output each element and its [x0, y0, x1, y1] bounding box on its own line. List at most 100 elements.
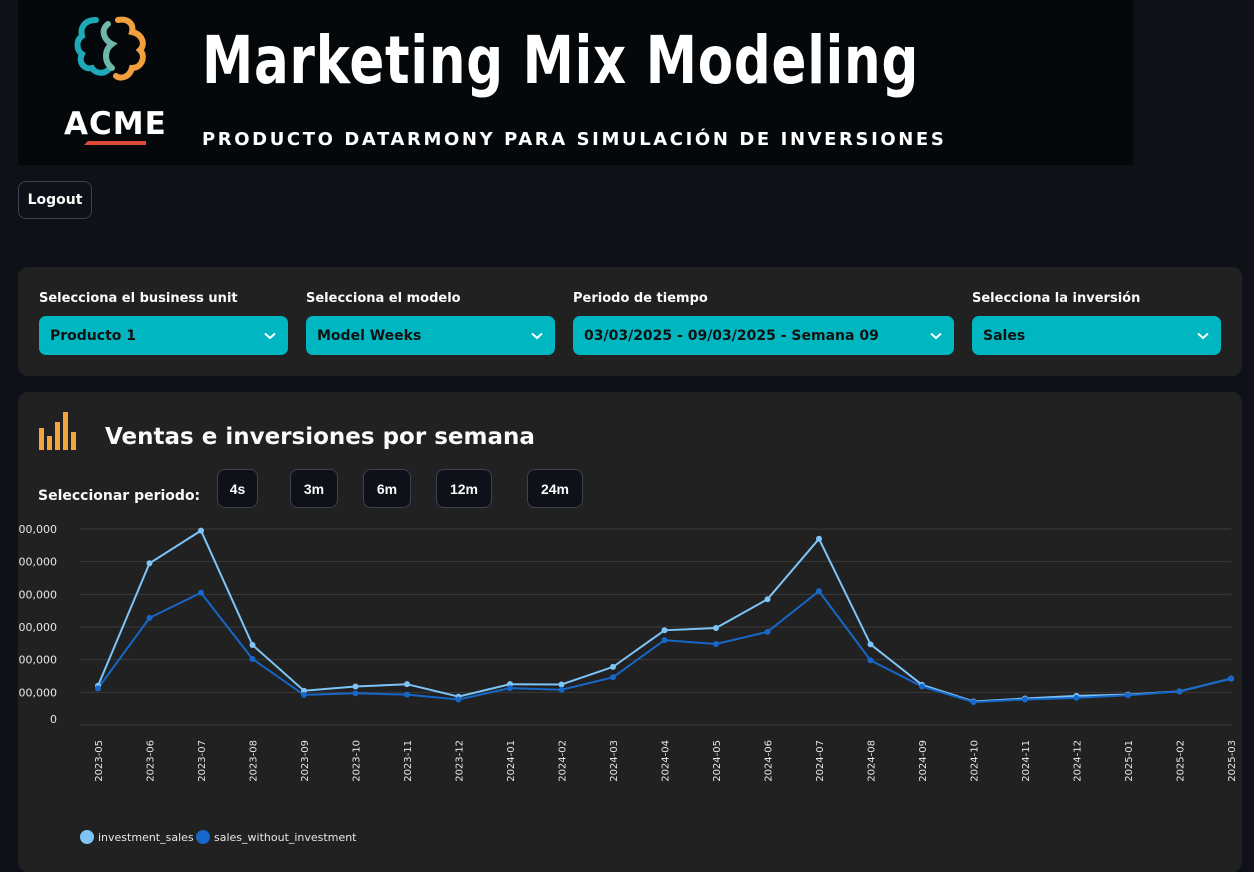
data-point-investment_sales[interactable] — [352, 683, 359, 690]
data-point-sales_without_investment[interactable] — [352, 690, 359, 697]
data-point-investment_sales[interactable] — [301, 687, 307, 694]
period-6m-button[interactable]: 6m — [363, 469, 411, 508]
data-point-sales_without_investment[interactable] — [661, 637, 668, 644]
filters-panel: Selecciona el business unit Producto 1 S… — [18, 267, 1242, 376]
chevron-down-icon — [1197, 332, 1209, 339]
sales-line-chart: 600,000 500,000 400,000 300,000 200,000 100,0… — [18, 523, 1238, 782]
investment-value: Sales — [983, 327, 1026, 344]
page-title: Marketing Mix Modeling — [202, 22, 920, 99]
y-tick-label: 100,000 — [18, 686, 57, 699]
x-tick-label: 2024-03 — [609, 740, 620, 782]
period-12m-button[interactable]: 12m — [436, 469, 492, 508]
x-tick-label: 2023-12 — [455, 740, 466, 782]
data-point-sales_without_investment[interactable] — [816, 588, 822, 595]
y-tick-label: 400,000 — [18, 588, 57, 601]
x-tick-label: 2023-06 — [146, 740, 157, 782]
data-point-investment_sales[interactable] — [146, 560, 153, 567]
x-tick-label: 2024-01 — [506, 740, 517, 782]
x-tick-label: 2024-11 — [1021, 740, 1032, 782]
chart-panel: Ventas e inversiones por semana Seleccio… — [18, 392, 1242, 872]
data-point-sales_without_investment[interactable] — [404, 691, 410, 698]
legend-label: sales_without_investment — [214, 830, 357, 844]
x-tick-label: 2024-02 — [558, 740, 569, 782]
data-point-sales_without_investment[interactable] — [301, 691, 307, 698]
data-point-investment_sales[interactable] — [198, 527, 204, 534]
data-point-investment_sales[interactable] — [816, 535, 822, 542]
model-value: Model Weeks — [317, 327, 422, 344]
data-point-investment_sales[interactable] — [764, 596, 771, 603]
series-line-sales_without_investment — [97, 589, 1232, 704]
x-tick-label: 2024-12 — [1073, 740, 1084, 782]
data-point-sales_without_investment[interactable] — [610, 674, 616, 681]
logout-button[interactable]: Logout — [18, 181, 92, 219]
data-point-sales_without_investment[interactable] — [919, 683, 925, 690]
investment-select[interactable]: Sales — [972, 316, 1221, 355]
data-point-sales_without_investment[interactable] — [970, 699, 977, 706]
y-tick-label: 500,000 — [18, 556, 57, 569]
business-unit-label: Selecciona el business unit — [39, 291, 238, 306]
x-tick-label: 2024-10 — [970, 740, 981, 782]
data-point-investment_sales[interactable] — [867, 641, 874, 648]
legend-item-investment-sales[interactable]: investment_sales — [80, 830, 194, 844]
legend-item-sales-without-investment[interactable]: sales_without_investment — [196, 830, 357, 844]
x-tick-label: 2025-03 — [1227, 740, 1238, 782]
header-banner: ACME Marketing Mix Modeling PRODUCTO DAT… — [18, 0, 1133, 165]
x-tick-label: 2023-10 — [352, 740, 363, 782]
data-point-sales_without_investment[interactable] — [867, 657, 874, 664]
data-point-sales_without_investment[interactable] — [507, 685, 513, 692]
data-point-sales_without_investment[interactable] — [146, 614, 153, 621]
data-point-sales_without_investment[interactable] — [713, 640, 719, 647]
model-select[interactable]: Model Weeks — [306, 316, 555, 355]
legend-marker — [80, 830, 94, 844]
data-point-sales_without_investment[interactable] — [455, 696, 462, 703]
data-point-sales_without_investment[interactable] — [1073, 694, 1080, 701]
data-point-sales_without_investment[interactable] — [764, 628, 771, 635]
x-tick-label: 2024-08 — [867, 740, 878, 782]
model-filter: Selecciona el modelo Model Weeks — [306, 291, 555, 355]
x-tick-label: 2023-07 — [197, 740, 208, 782]
x-tick-label: 2025-02 — [1176, 740, 1187, 782]
period-4s-button[interactable]: 4s — [217, 469, 258, 508]
data-point-investment_sales[interactable] — [713, 624, 719, 631]
legend-marker — [196, 830, 210, 844]
chart-title: Ventas e inversiones por semana — [105, 424, 535, 450]
investment-label: Selecciona la inversión — [972, 291, 1141, 306]
model-label: Selecciona el modelo — [306, 291, 461, 306]
period-3m-button[interactable]: 3m — [290, 469, 338, 508]
data-point-investment_sales[interactable] — [249, 641, 256, 648]
period-24m-button[interactable]: 24m — [527, 469, 583, 508]
time-period-filter: Periodo de tiempo 03/03/2025 - 09/03/202… — [573, 291, 954, 355]
time-period-label: Periodo de tiempo — [573, 291, 708, 306]
time-period-select[interactable]: 03/03/2025 - 09/03/2025 - Semana 09 — [573, 316, 954, 355]
data-point-sales_without_investment[interactable] — [249, 656, 256, 663]
data-point-investment_sales[interactable] — [610, 663, 616, 670]
y-tick-label: 300,000 — [18, 621, 57, 634]
data-point-sales_without_investment[interactable] — [1022, 696, 1028, 703]
page-subtitle: PRODUCTO DATARMONY PARA SIMULACIÓN DE IN… — [202, 129, 947, 150]
data-point-sales_without_investment[interactable] — [1228, 675, 1234, 682]
y-tick-label: 200,000 — [18, 654, 57, 667]
data-point-sales_without_investment[interactable] — [558, 686, 565, 693]
legend-label: investment_sales — [98, 830, 194, 844]
business-unit-value: Producto 1 — [50, 327, 136, 344]
investment-filter: Selecciona la inversión Sales — [972, 291, 1221, 355]
x-tick-label: 2024-04 — [661, 740, 672, 782]
brand-logo-icon — [74, 16, 146, 81]
period-selector-label: Seleccionar periodo: — [38, 488, 201, 504]
chevron-down-icon — [264, 332, 276, 339]
brand-name: ACME — [64, 106, 167, 142]
business-unit-filter: Selecciona el business unit Producto 1 — [39, 291, 288, 355]
data-point-sales_without_investment[interactable] — [1176, 688, 1183, 695]
data-point-sales_without_investment[interactable] — [95, 685, 101, 692]
series-line-investment_sales — [97, 529, 1232, 703]
data-point-sales_without_investment[interactable] — [1125, 692, 1131, 699]
data-point-investment_sales[interactable] — [404, 681, 410, 688]
data-point-investment_sales[interactable] — [661, 627, 668, 634]
chevron-down-icon — [930, 332, 942, 339]
x-tick-label: 2023-08 — [249, 740, 260, 782]
chevron-down-icon — [531, 332, 543, 339]
x-tick-label: 2023-11 — [403, 740, 414, 782]
business-unit-select[interactable]: Producto 1 — [39, 316, 288, 355]
data-point-investment_sales[interactable] — [558, 681, 565, 688]
data-point-sales_without_investment[interactable] — [198, 589, 204, 596]
